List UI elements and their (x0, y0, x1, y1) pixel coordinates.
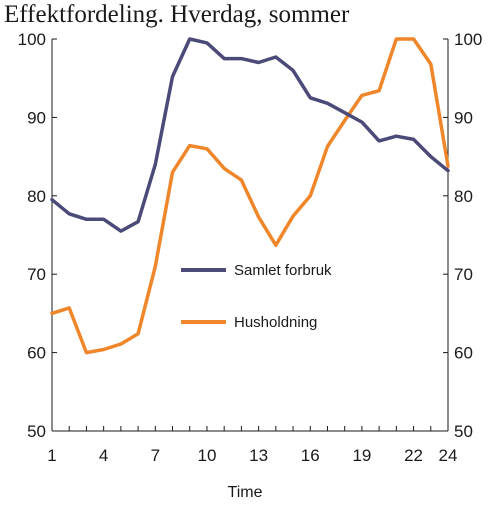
x-tick-label: 4 (99, 446, 108, 465)
x-tick-label: 10 (197, 446, 216, 465)
legend: Samlet forbruk Husholdning (181, 262, 332, 331)
y-tick-label-left: 50 (27, 422, 46, 441)
axes (51, 38, 449, 432)
legend-label: Husholdning (234, 314, 317, 331)
legend-label: Samlet forbruk (234, 262, 332, 279)
y-tick-label-left: 70 (27, 265, 46, 284)
y-tick-label-left: 60 (27, 344, 46, 363)
y-tick-label-right: 90 (454, 108, 473, 127)
x-tick-label: 19 (352, 446, 371, 465)
chart-title: Effektfordeling. Hverdag, sommer (4, 1, 350, 28)
y-tick-label-left: 100 (18, 30, 46, 49)
x-tick-label: 1 (47, 446, 56, 465)
x-axis-label: Time (228, 484, 263, 500)
y-tick-label-right: 80 (454, 187, 473, 206)
tick-labels: 50 50 60 60 70 70 80 80 90 90 100 100 1 4 7 10 13 16 19 22 2… (18, 30, 483, 465)
y-tick-label-right: 60 (454, 344, 473, 363)
series-line-husholdning (50, 37, 450, 355)
x-tick-label: 24 (439, 446, 458, 465)
series-line-samlet-forbruk (50, 37, 450, 233)
x-tick-label: 22 (404, 446, 423, 465)
x-tick-label: 7 (151, 446, 160, 465)
y-tick-label-left: 90 (27, 108, 46, 127)
y-tick-label-right: 100 (454, 30, 482, 49)
x-tick-label: 16 (301, 446, 320, 465)
y-tick-label-left: 80 (27, 187, 46, 206)
x-tick-label: 13 (249, 446, 268, 465)
series-lines (50, 37, 450, 355)
y-tick-label-right: 50 (454, 422, 473, 441)
y-tick-label-right: 70 (454, 265, 473, 284)
